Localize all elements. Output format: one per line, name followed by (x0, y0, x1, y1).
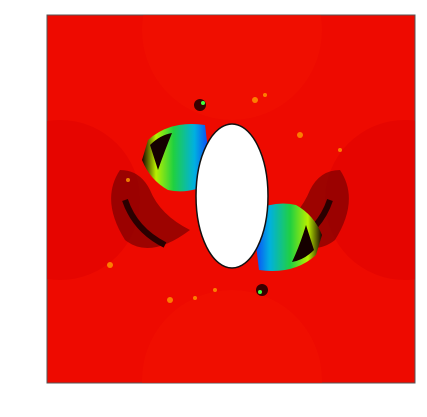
dark-streak (122, 198, 167, 248)
dark-core (292, 225, 314, 262)
spot (194, 99, 206, 111)
hole (195, 123, 269, 269)
field-shade (47, 120, 140, 280)
spot (258, 290, 262, 294)
field-shade (142, 15, 322, 120)
spot (256, 284, 268, 296)
field-shade (142, 290, 322, 383)
field-shade (325, 120, 415, 280)
speckles (107, 93, 342, 303)
dark-core (150, 133, 172, 170)
spot (201, 101, 205, 105)
dark-lobe (111, 170, 190, 248)
